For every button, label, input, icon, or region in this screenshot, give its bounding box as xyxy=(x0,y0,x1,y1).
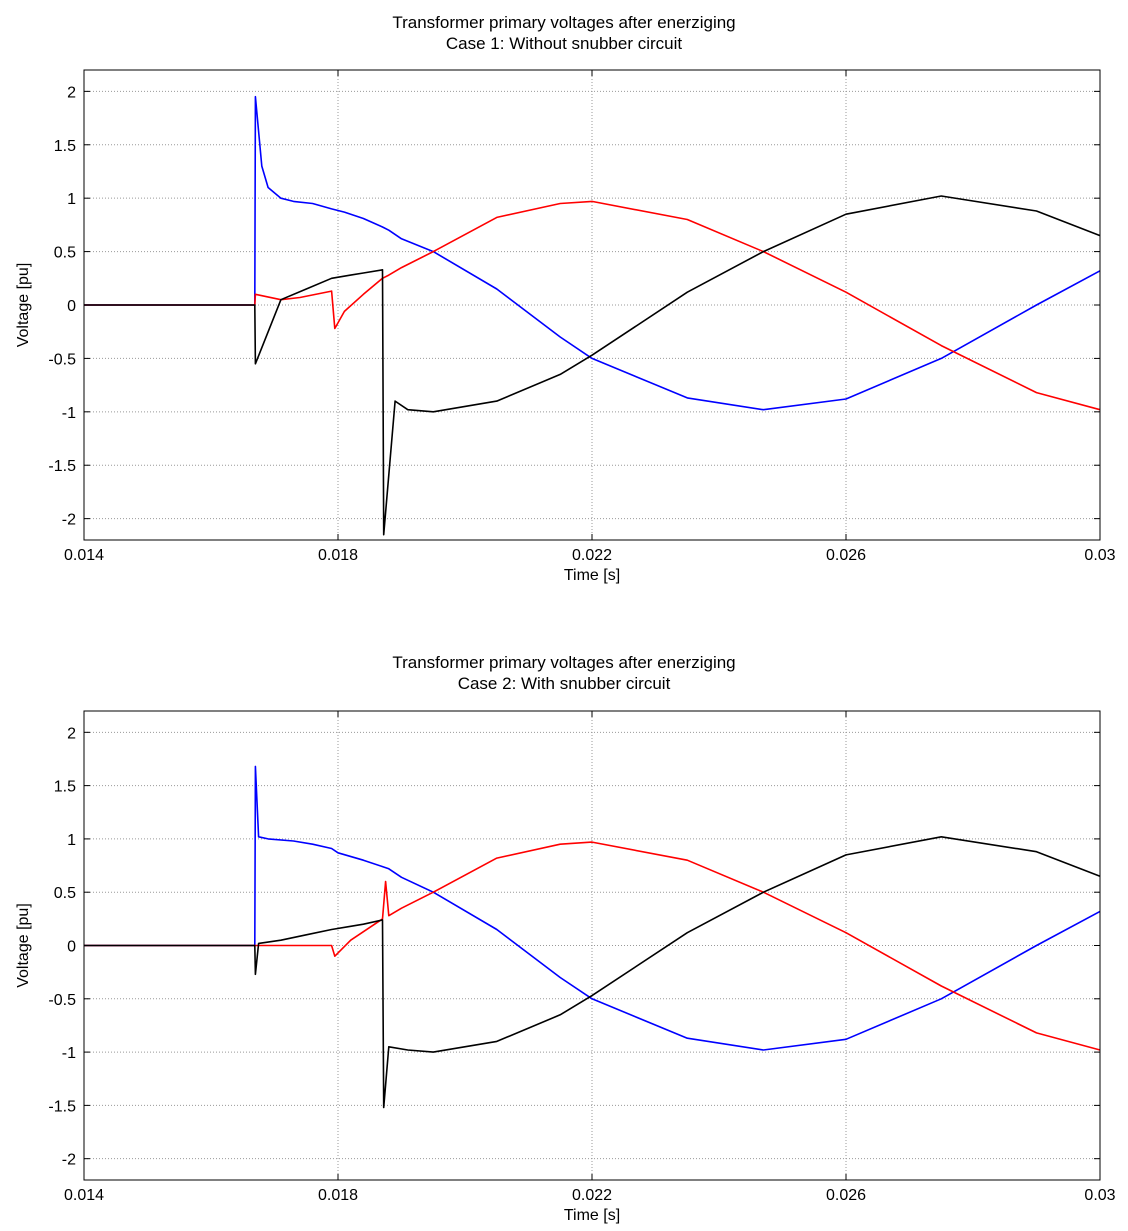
chart-1-title: Transformer primary voltages after enerz… xyxy=(392,13,736,32)
x-tick-label: 0.03 xyxy=(1084,547,1115,564)
y-tick-label: -1 xyxy=(62,405,76,422)
y-tick-label: 0 xyxy=(67,298,76,315)
y-tick-label: 2 xyxy=(67,84,76,101)
y-axis-label: Voltage [pu] xyxy=(15,903,32,988)
y-tick-label: 1 xyxy=(67,191,76,208)
series-line-1 xyxy=(84,95,1101,411)
series-line-3 xyxy=(84,836,1101,1109)
chart-1-title-block: Transformer primary voltages after enerz… xyxy=(0,12,1128,54)
y-axis-label: Voltage [pu] xyxy=(15,263,32,348)
x-tick-label: 0.022 xyxy=(572,1187,612,1204)
axes-frame xyxy=(83,69,1101,541)
x-tick-label: 0.022 xyxy=(572,547,612,564)
x-tick-label: 0.026 xyxy=(826,1187,866,1204)
chart-1-subtitle: Case 1: Without snubber circuit xyxy=(445,34,683,53)
series-line-2 xyxy=(84,841,1101,1051)
x-axis-label: Time [s] xyxy=(564,1207,620,1224)
y-tick-label: 2 xyxy=(67,725,76,742)
x-axis-label: Time [s] xyxy=(564,567,620,584)
y-tick-label: 1 xyxy=(67,832,76,849)
y-tick-label: 1.5 xyxy=(54,779,76,796)
x-tick-label: 0.014 xyxy=(64,547,104,564)
y-tick-label: -1.5 xyxy=(48,458,76,475)
y-tick-label: 0 xyxy=(67,939,76,956)
series-line-2 xyxy=(84,200,1101,411)
y-tick-label: 0.5 xyxy=(54,245,76,262)
chart-2-subtitle: Case 2: With snubber circuit xyxy=(457,674,671,693)
x-tick-label: 0.03 xyxy=(1084,1187,1115,1204)
y-tick-label: -2 xyxy=(62,512,76,529)
y-tick-label: 1.5 xyxy=(54,138,76,155)
axes-frame xyxy=(83,710,1101,1181)
chart-2-title-block: Transformer primary voltages after enerz… xyxy=(0,652,1128,694)
chart-2-title: Transformer primary voltages after enerz… xyxy=(392,653,736,672)
x-tick-label: 0.014 xyxy=(64,1187,104,1204)
chart-panel-2: Transformer primary voltages after enerz… xyxy=(0,615,1128,1230)
y-tick-label: 0.5 xyxy=(54,885,76,902)
x-tick-label: 0.018 xyxy=(318,1187,358,1204)
y-tick-label: -0.5 xyxy=(48,351,76,368)
series-line-3 xyxy=(84,195,1101,536)
y-tick-label: -2 xyxy=(62,1152,76,1169)
x-tick-label: 0.026 xyxy=(826,547,866,564)
y-tick-label: -0.5 xyxy=(48,992,76,1009)
chart-2-svg: 0.014 0.018 0.022 0.026 0.03 2 1.5 1 0.5 0 -0.5 -1 -… xyxy=(15,710,1116,1224)
y-tick-label: -1.5 xyxy=(48,1098,76,1115)
x-tick-label: 0.018 xyxy=(318,547,358,564)
series-line-1 xyxy=(84,765,1101,1051)
chart-panel-1: Transformer primary voltages after enerz… xyxy=(0,0,1128,615)
y-tick-label: -1 xyxy=(62,1045,76,1062)
chart-1-svg: 0.014 0.018 0.022 0.026 0.03 2 1.5 1 0.5 0 -0.5 -1 -… xyxy=(15,69,1116,584)
